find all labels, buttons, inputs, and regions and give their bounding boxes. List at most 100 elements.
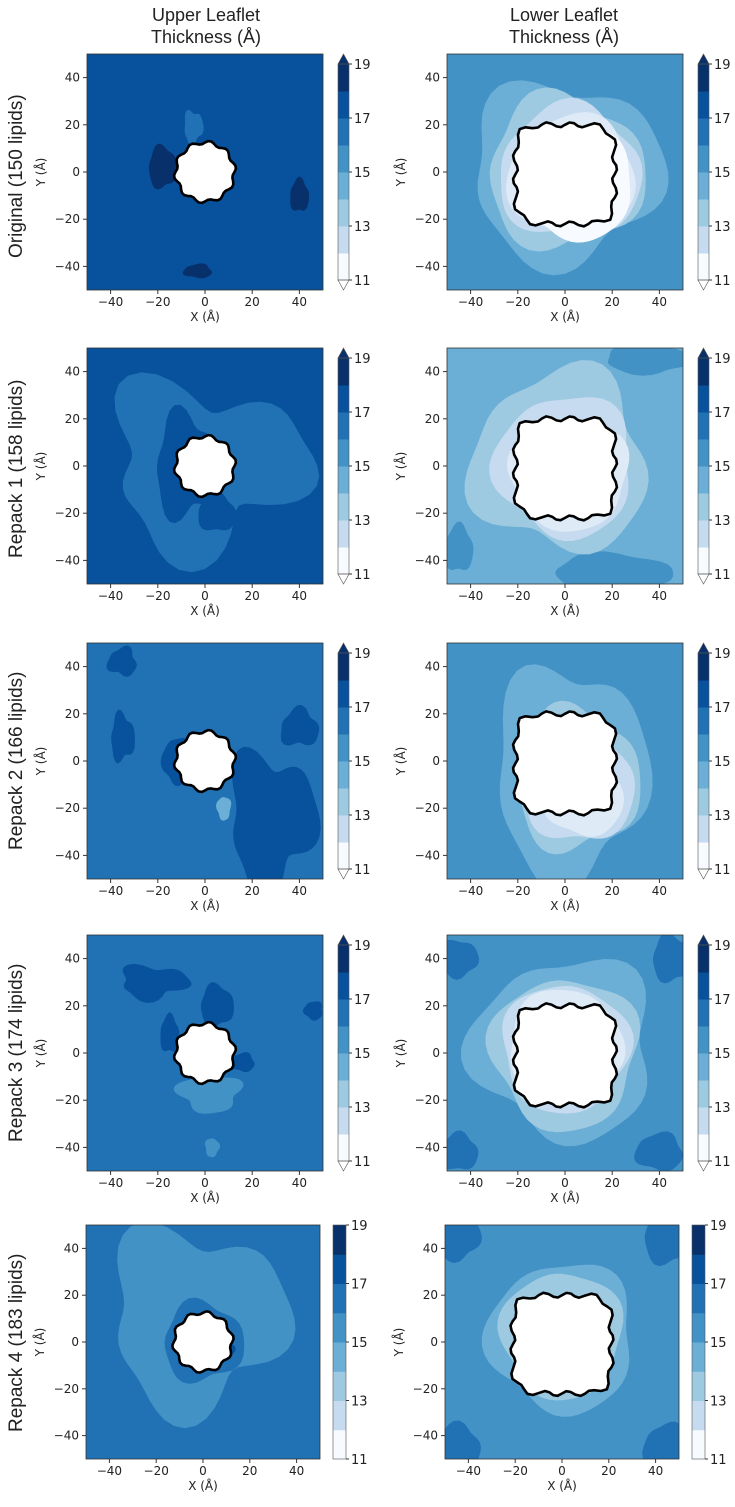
- svg-text:−40: −40: [415, 1140, 440, 1154]
- svg-text:15: 15: [354, 166, 371, 181]
- svg-text:17: 17: [714, 993, 731, 1008]
- svg-text:Y (Å): Y (Å): [33, 747, 48, 777]
- column-title-lower: Lower Leaflet Thickness (Å): [444, 4, 684, 48]
- svg-text:19: 19: [354, 58, 371, 73]
- svg-text:40: 40: [292, 884, 307, 898]
- svg-text:19: 19: [714, 352, 731, 367]
- svg-text:40: 40: [652, 589, 667, 603]
- svg-text:X (Å): X (Å): [550, 898, 580, 913]
- svg-text:0: 0: [432, 754, 440, 768]
- svg-text:−40: −40: [98, 295, 123, 309]
- svg-text:15: 15: [351, 1336, 368, 1351]
- svg-text:19: 19: [714, 58, 731, 73]
- svg-text:20: 20: [425, 999, 440, 1013]
- row-label-repack-2: Repack 2 (166 lipids): [6, 671, 27, 850]
- svg-text:13: 13: [714, 809, 731, 824]
- svg-text:20: 20: [245, 589, 260, 603]
- svg-text:−20: −20: [415, 801, 440, 815]
- svg-text:15: 15: [714, 460, 731, 475]
- svg-text:−40: −40: [98, 884, 123, 898]
- svg-text:17: 17: [714, 701, 731, 716]
- column-title-line2: Thickness (Å): [150, 27, 262, 47]
- svg-text:−20: −20: [415, 212, 440, 226]
- svg-text:0: 0: [201, 295, 209, 309]
- contour-panel-upper-row-0: −40 −40 −20 −20 0 0 20 20 40 40 X (Å) Y (Å) 19 17 15 13…: [27, 48, 378, 338]
- svg-text:X (Å): X (Å): [190, 898, 220, 913]
- column-title-line1: Upper Leaflet: [151, 5, 261, 25]
- svg-text:20: 20: [605, 589, 620, 603]
- svg-text:Y (Å): Y (Å): [33, 1039, 48, 1069]
- contour-panel-upper-row-2: −40 −40 −20 −20 0 0 20 20 40 40 X (Å) Y (Å) 19 17 15 13…: [27, 637, 378, 927]
- svg-text:20: 20: [605, 295, 620, 309]
- svg-text:20: 20: [242, 1464, 257, 1478]
- svg-text:0: 0: [558, 1464, 566, 1478]
- svg-text:13: 13: [354, 220, 371, 235]
- svg-text:0: 0: [432, 165, 440, 179]
- svg-text:19: 19: [354, 647, 371, 662]
- svg-text:0: 0: [71, 1335, 79, 1349]
- svg-text:11: 11: [714, 568, 731, 583]
- svg-text:−20: −20: [55, 801, 80, 815]
- svg-text:X (Å): X (Å): [190, 603, 220, 618]
- svg-text:40: 40: [65, 952, 80, 966]
- svg-text:11: 11: [351, 1453, 368, 1468]
- svg-text:40: 40: [292, 1176, 307, 1190]
- svg-text:17: 17: [354, 406, 371, 421]
- contour-panel-lower-row-4: −40 −40 −20 −20 0 0 20 20 40 40 X (Å) Y (Å) 19 17 15 13…: [385, 1219, 732, 1507]
- svg-text:40: 40: [423, 1241, 438, 1255]
- svg-text:−40: −40: [98, 589, 123, 603]
- svg-text:−20: −20: [54, 1382, 79, 1396]
- svg-text:−20: −20: [55, 506, 80, 520]
- svg-text:−20: −20: [505, 295, 530, 309]
- svg-text:11: 11: [714, 863, 731, 878]
- svg-text:0: 0: [201, 1176, 209, 1190]
- svg-text:0: 0: [432, 459, 440, 473]
- svg-text:−20: −20: [145, 884, 170, 898]
- row-label-repack-1: Repack 1 (158 lipids): [6, 379, 27, 558]
- svg-text:Y (Å): Y (Å): [33, 452, 48, 482]
- contour-panel-upper-row-3: −40 −40 −20 −20 0 0 20 20 40 40 X (Å) Y (Å) 19 17 15 13…: [27, 929, 378, 1219]
- svg-text:−40: −40: [458, 1176, 483, 1190]
- svg-text:−20: −20: [505, 884, 530, 898]
- svg-text:40: 40: [292, 589, 307, 603]
- svg-text:0: 0: [201, 884, 209, 898]
- svg-text:40: 40: [425, 952, 440, 966]
- svg-text:0: 0: [430, 1335, 438, 1349]
- svg-text:X (Å): X (Å): [190, 309, 220, 324]
- svg-text:13: 13: [354, 1101, 371, 1116]
- svg-text:40: 40: [292, 295, 307, 309]
- svg-text:20: 20: [601, 1464, 616, 1478]
- svg-text:−20: −20: [415, 506, 440, 520]
- svg-text:Y (Å): Y (Å): [393, 158, 408, 188]
- svg-text:X (Å): X (Å): [547, 1478, 577, 1493]
- svg-text:Y (Å): Y (Å): [391, 1328, 406, 1358]
- svg-text:15: 15: [354, 755, 371, 770]
- svg-text:0: 0: [199, 1464, 207, 1478]
- svg-text:11: 11: [354, 274, 371, 289]
- svg-text:X (Å): X (Å): [190, 1190, 220, 1205]
- svg-text:20: 20: [605, 1176, 620, 1190]
- svg-text:40: 40: [65, 71, 80, 85]
- svg-text:X (Å): X (Å): [550, 309, 580, 324]
- svg-text:13: 13: [351, 1395, 368, 1410]
- svg-text:−40: −40: [415, 848, 440, 862]
- svg-text:X (Å): X (Å): [188, 1478, 218, 1493]
- svg-text:X (Å): X (Å): [550, 603, 580, 618]
- svg-text:−20: −20: [55, 212, 80, 226]
- svg-text:15: 15: [714, 1047, 731, 1062]
- svg-text:Y (Å): Y (Å): [393, 1039, 408, 1069]
- svg-text:20: 20: [245, 1176, 260, 1190]
- svg-text:−20: −20: [505, 1176, 530, 1190]
- svg-text:−40: −40: [458, 295, 483, 309]
- svg-text:X (Å): X (Å): [550, 1190, 580, 1205]
- svg-text:13: 13: [710, 1395, 727, 1410]
- svg-text:20: 20: [65, 999, 80, 1013]
- svg-text:19: 19: [354, 939, 371, 954]
- svg-text:40: 40: [652, 295, 667, 309]
- svg-text:−20: −20: [415, 1093, 440, 1107]
- svg-text:17: 17: [714, 406, 731, 421]
- contour-panel-lower-row-3: −40 −40 −20 −20 0 0 20 20 40 40 X (Å) Y (Å) 19 17 15 13…: [387, 929, 735, 1219]
- svg-text:11: 11: [710, 1453, 727, 1468]
- svg-text:Y (Å): Y (Å): [393, 452, 408, 482]
- svg-text:20: 20: [65, 412, 80, 426]
